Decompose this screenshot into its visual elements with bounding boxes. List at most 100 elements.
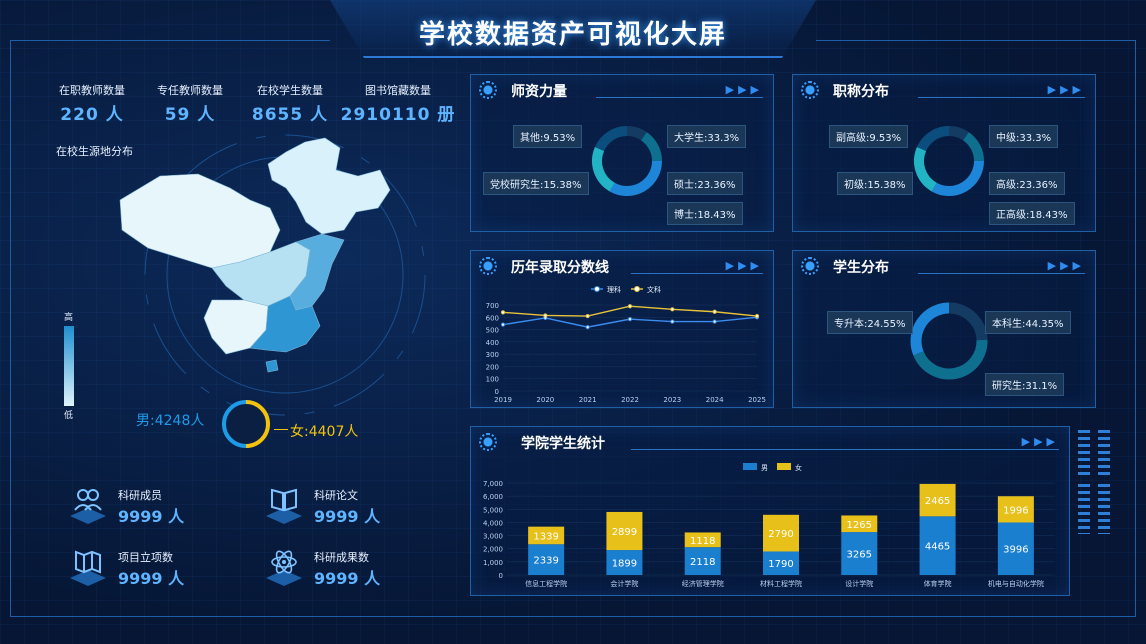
map-region-west bbox=[119, 173, 281, 269]
data-point bbox=[585, 325, 590, 330]
bar-segment bbox=[606, 550, 643, 575]
legend-swatch bbox=[743, 463, 757, 470]
scores-line-chart[interactable]: 0 100 200 300 400 500 600 700 2019 2020 2021 2022 20… bbox=[475, 283, 771, 407]
bar-value-label: 3996 bbox=[1003, 545, 1028, 556]
bar-segment bbox=[997, 496, 1034, 523]
panel-title: 学院学生统计 bbox=[521, 436, 605, 452]
bar-segment bbox=[919, 483, 956, 517]
data-point bbox=[543, 313, 548, 318]
legend-label: 男 bbox=[761, 464, 768, 472]
panel-header: 师资力量 ▶▶▶ bbox=[471, 75, 773, 105]
panel-gear-icon bbox=[801, 81, 819, 99]
side-deco-bars bbox=[1078, 430, 1114, 534]
data-point bbox=[627, 317, 633, 322]
stat-label: 专任教师数量 bbox=[157, 84, 223, 97]
faculty-donut[interactable] bbox=[587, 121, 667, 201]
map-fold-icon bbox=[66, 546, 110, 586]
data-point bbox=[670, 319, 675, 324]
legend-label: 理科 bbox=[607, 285, 621, 294]
y-tick-label: 4,000 bbox=[483, 519, 503, 527]
stat-value: 2910110 册 bbox=[340, 105, 456, 125]
x-tick-label: 2023 bbox=[663, 396, 681, 404]
x-tick-label: 体育学院 bbox=[924, 579, 952, 588]
y-tick-label: 500 bbox=[486, 327, 499, 335]
data-point bbox=[627, 304, 633, 309]
donut-slice bbox=[948, 126, 969, 141]
faculty-tag-party: 党校研究生:15.38% bbox=[483, 172, 589, 195]
x-tick-label: 经济管理学院 bbox=[682, 579, 724, 588]
panel-header: 历年录取分数线 ▶▶▶ bbox=[471, 251, 773, 281]
title-bar bbox=[330, 0, 816, 58]
y-tick-label: 600 bbox=[486, 314, 499, 322]
faculty-tag-master: 硕士:23.36% bbox=[667, 172, 743, 195]
stat-library: 图书馆藏数量 2910110 册 bbox=[340, 82, 456, 125]
y-tick-label: 3,000 bbox=[483, 533, 503, 541]
panel-underline bbox=[596, 97, 763, 98]
gender-gauge bbox=[222, 400, 270, 448]
china-map[interactable] bbox=[100, 130, 430, 420]
legend-gradient bbox=[64, 326, 74, 406]
side-bar bbox=[1078, 430, 1090, 476]
y-tick-label: 700 bbox=[486, 302, 499, 310]
panel-title: 师资力量 bbox=[511, 84, 567, 100]
panel-gear-icon bbox=[479, 433, 497, 451]
bar-segment bbox=[919, 516, 956, 575]
atom-icon bbox=[262, 546, 306, 586]
card-label: 科研成果数 bbox=[314, 551, 369, 564]
titles-tag-middle: 中级:33.3% bbox=[989, 125, 1059, 148]
card-research-members[interactable]: 科研成员 9999 人 bbox=[66, 484, 206, 528]
y-tick-label: 2,000 bbox=[483, 546, 503, 554]
panel-gear-icon bbox=[479, 257, 497, 275]
bar-value-label: 1899 bbox=[612, 559, 637, 570]
map-region-north bbox=[267, 137, 391, 235]
panel-header: 学生分布 ▶▶▶ bbox=[793, 251, 1095, 281]
bar-segment bbox=[528, 544, 565, 575]
bar-value-label: 1996 bbox=[1003, 505, 1028, 516]
card-label: 科研成员 bbox=[118, 489, 162, 502]
y-tick-label: 200 bbox=[486, 363, 499, 371]
y-tick-label: 1,000 bbox=[483, 559, 503, 567]
donut-slice bbox=[626, 126, 647, 141]
donut-slice bbox=[594, 126, 628, 152]
card-value: 9999 人 bbox=[118, 569, 185, 588]
x-tick-label: 2022 bbox=[621, 396, 639, 404]
gender-arc-male bbox=[222, 400, 247, 448]
bar-value-label: 2118 bbox=[690, 557, 715, 568]
card-label: 项目立项数 bbox=[118, 551, 173, 564]
stat-full-teachers: 专任教师数量 59 人 bbox=[142, 82, 238, 125]
arrows-icon: ▶▶▶ bbox=[725, 83, 763, 96]
map-title: 在校生源地分布 bbox=[56, 145, 133, 158]
students-tag-undergrad: 本科生:44.35% bbox=[985, 311, 1071, 334]
bar-segment bbox=[763, 514, 799, 552]
donut-slice bbox=[913, 339, 988, 380]
legend-dot bbox=[594, 286, 600, 292]
bar-value-label: 2465 bbox=[925, 496, 950, 507]
card-projects[interactable]: 项目立项数 9999 人 bbox=[66, 546, 206, 590]
y-tick-label: 0 bbox=[499, 572, 503, 580]
x-tick-label: 2025 bbox=[748, 396, 766, 404]
data-point bbox=[670, 307, 675, 312]
data-point bbox=[585, 313, 590, 319]
bar-segment bbox=[763, 551, 799, 575]
panel-underline bbox=[631, 273, 763, 274]
card-achievements[interactable]: 科研成果数 9999 人 bbox=[262, 546, 402, 590]
frame-top-left-line bbox=[10, 40, 330, 41]
panel-underline bbox=[918, 273, 1085, 274]
page-title: 学校数据资产可视化大屏 bbox=[418, 20, 727, 50]
college-bar-chart[interactable]: 0 1,000 2,000 3,000 4,000 5,000 6,000 7,000 男 女 23… bbox=[475, 459, 1067, 593]
students-donut[interactable] bbox=[905, 297, 993, 385]
titles-tag-senior: 高级:23.36% bbox=[989, 172, 1065, 195]
y-tick-label: 100 bbox=[486, 376, 499, 384]
map-legend: 高 低 bbox=[62, 310, 76, 421]
arrows-icon: ▶▶▶ bbox=[725, 259, 763, 272]
map-region-south bbox=[249, 295, 321, 353]
arrows-icon: ▶▶▶ bbox=[1021, 435, 1059, 448]
x-tick-label: 机电与自动化学院 bbox=[988, 579, 1044, 588]
card-research-papers[interactable]: 科研论文 9999 人 bbox=[262, 484, 402, 528]
titles-donut[interactable] bbox=[909, 121, 989, 201]
map-region-hainan bbox=[265, 359, 279, 373]
bar-value-label: 3265 bbox=[847, 550, 872, 561]
data-point bbox=[500, 310, 506, 315]
stat-label: 在校学生数量 bbox=[257, 84, 323, 97]
panel-title: 职称分布 bbox=[833, 84, 889, 100]
